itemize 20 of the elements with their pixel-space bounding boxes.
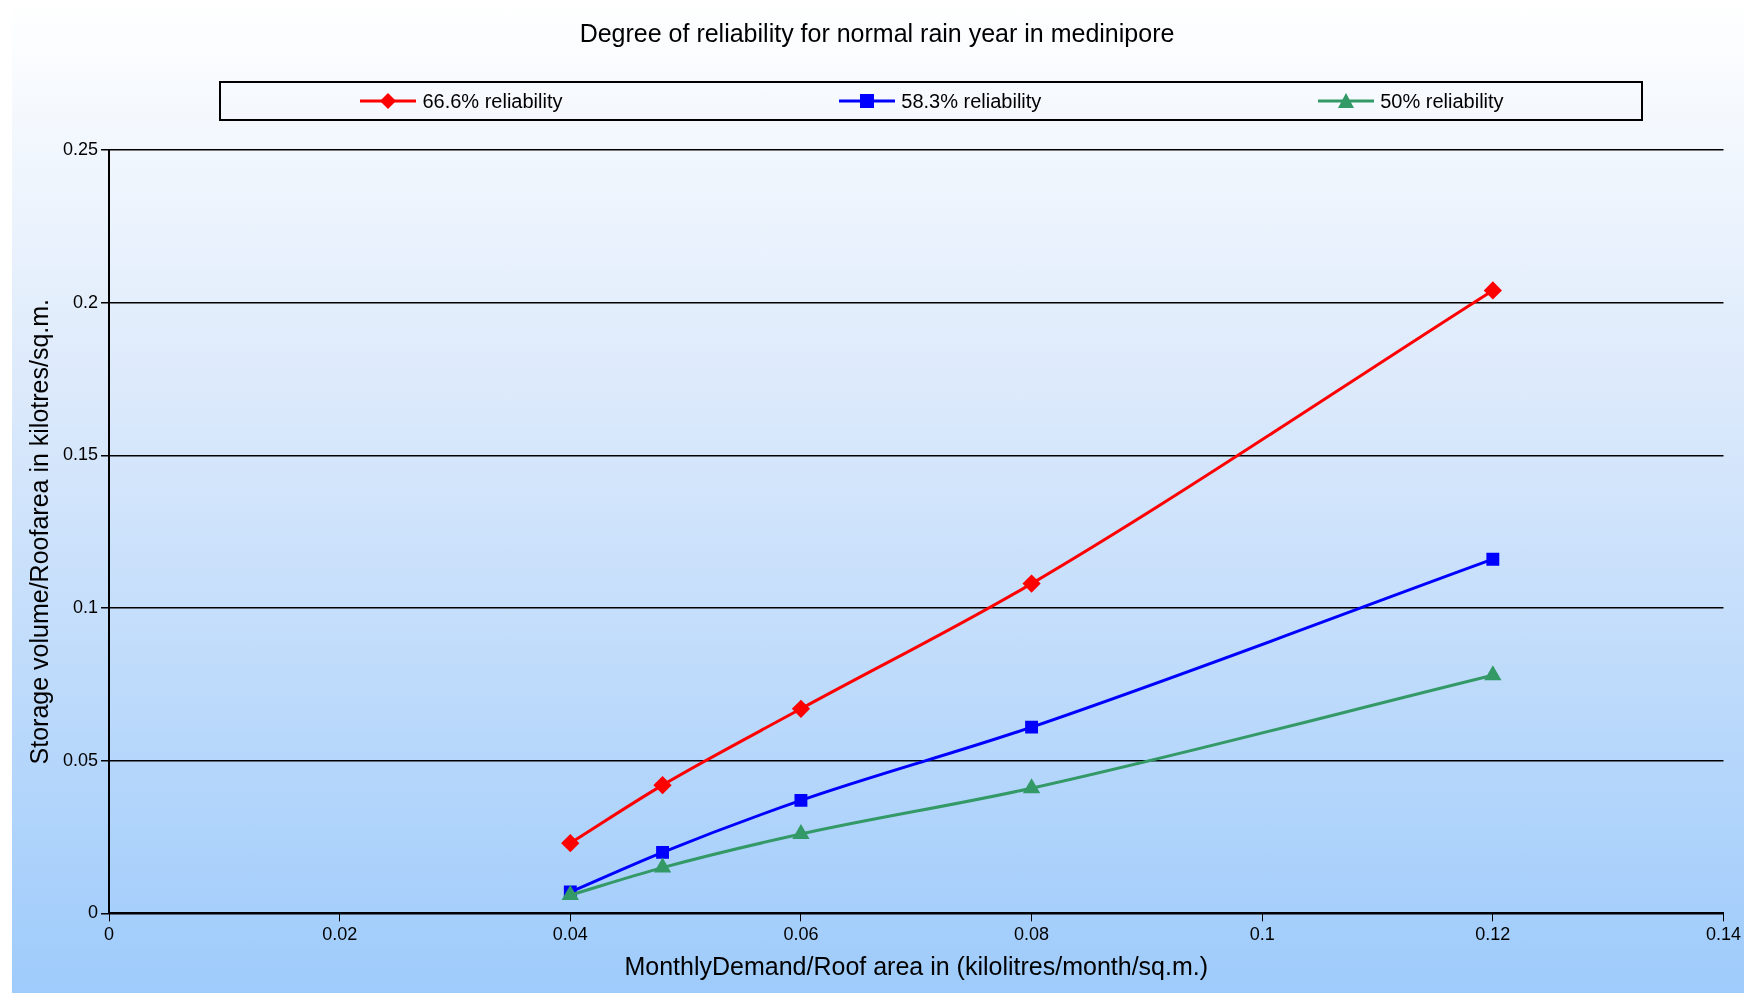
- x-tick-label: 0.14: [1705, 924, 1742, 945]
- y-tick-label: 0.05: [62, 749, 99, 770]
- x-tick-label: 0.04: [552, 924, 588, 945]
- chart-title: Degree of reliability for normal rain year in medinipore: [579, 18, 1175, 47]
- y-tick-label: 0.1: [73, 597, 99, 618]
- legend-label: 58.3% reliability: [901, 89, 1042, 113]
- x-tick-label: 0.08: [1014, 924, 1050, 945]
- y-axis-title: Storage volume/Roofarea in kilotres/sq.m.: [24, 298, 53, 765]
- legend-label: 66.6% reliability: [422, 89, 563, 113]
- y-tick-label: 0.25: [62, 138, 99, 159]
- legend-label: 50% reliability: [1380, 89, 1504, 113]
- x-tick-label: 0.02: [322, 924, 358, 945]
- x-tick-label: 0.06: [783, 924, 819, 945]
- x-tick-label: 0.12: [1475, 924, 1511, 945]
- x-tick-label: 0.1: [1249, 924, 1275, 945]
- y-tick-label: 0: [88, 902, 99, 923]
- x-tick-label: 0: [104, 924, 115, 945]
- y-tick-label: 0.2: [73, 291, 99, 312]
- x-axis-title: MonthlyDemand/Roof area in (kilolitres/month/sq.m.): [624, 951, 1209, 980]
- y-tick-label: 0.15: [62, 444, 99, 465]
